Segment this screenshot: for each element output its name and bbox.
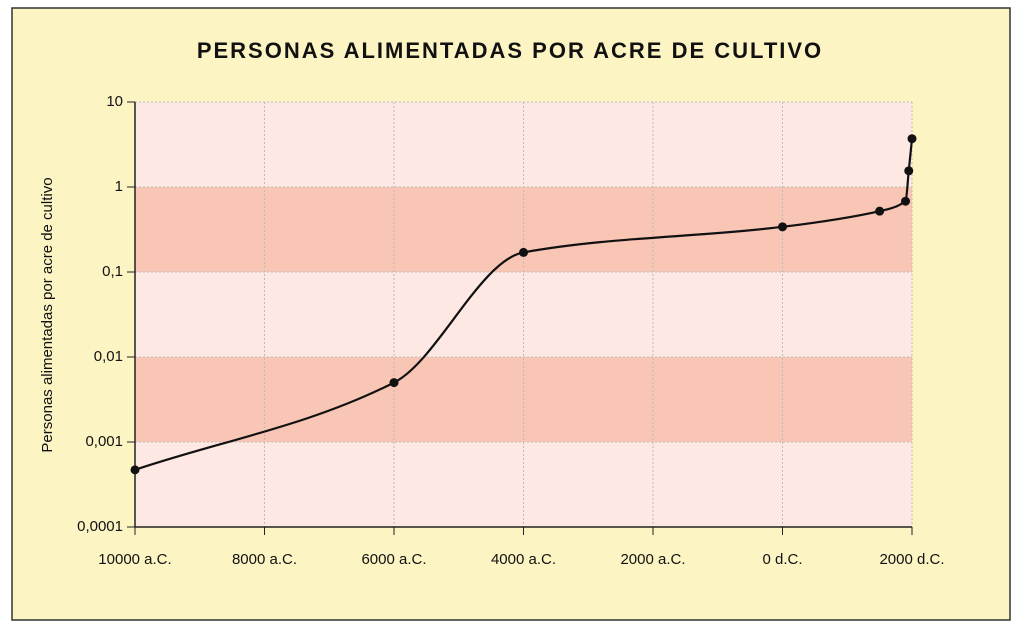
- x-tick-label: 4000 a.C.: [491, 551, 556, 568]
- x-tick-label: 6000 a.C.: [361, 551, 426, 568]
- line: [134, 138, 914, 471]
- y-tick-label: 0,1: [102, 263, 123, 280]
- y-tick-label: 0,01: [94, 348, 123, 365]
- point: [130, 465, 140, 475]
- point: [907, 134, 917, 144]
- x-tick-label: 10000 a.C.: [98, 551, 171, 568]
- x-tick-label: 8000 a.C.: [232, 551, 297, 568]
- y-axis-label: Personas alimentadas por acre de cultivo: [39, 177, 56, 452]
- chart-title: PERSONAS ALIMENTADAS POR ACRE DE CULTIVO: [197, 38, 823, 63]
- x-tick-label: 2000 d.C.: [879, 551, 944, 568]
- y-tick-label: 0,001: [85, 433, 123, 450]
- point: [901, 196, 911, 206]
- point: [904, 166, 914, 176]
- point: [389, 378, 399, 388]
- point: [778, 222, 787, 232]
- point: [875, 206, 885, 216]
- y-tick-label: 1: [115, 178, 123, 195]
- y-tick-label: 10: [106, 93, 123, 110]
- band: [135, 102, 912, 187]
- band: [135, 442, 912, 527]
- y-tick-label: 0,0001: [77, 518, 123, 535]
- x-tick-label: 0 d.C.: [762, 551, 802, 568]
- x-tick-label: 2000 a.C.: [620, 551, 685, 568]
- point: [519, 247, 528, 257]
